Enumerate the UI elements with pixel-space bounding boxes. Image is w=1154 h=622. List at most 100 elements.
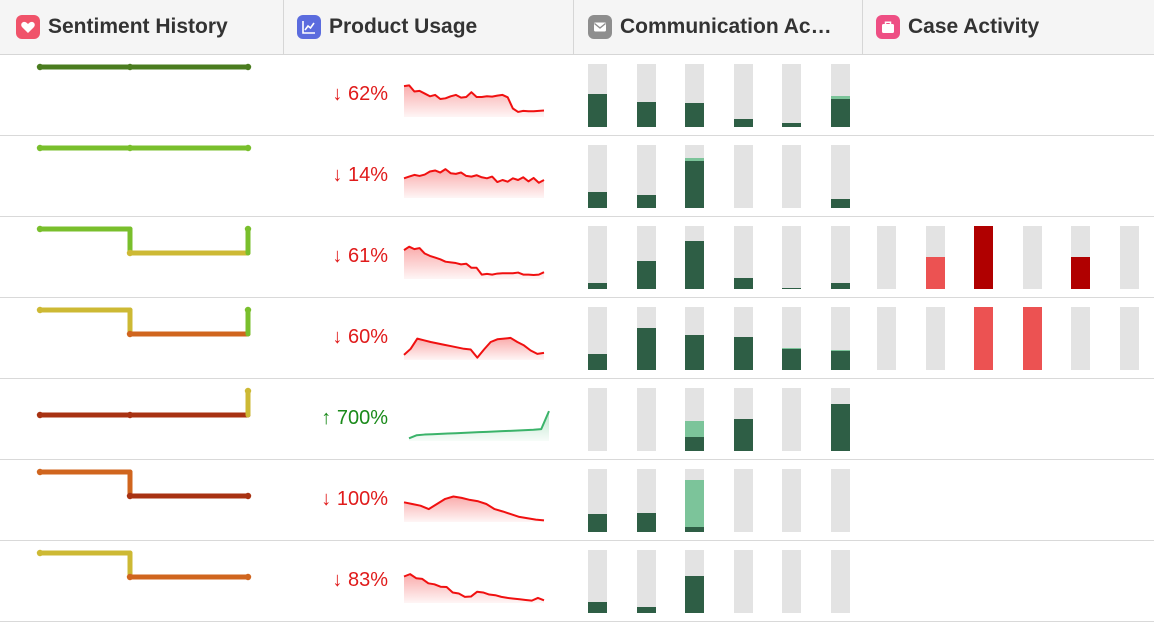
column-header-communication-activity[interactable]: Communication Ac… — [574, 0, 863, 54]
communication-bar[interactable] — [636, 388, 656, 451]
communication-bar[interactable] — [830, 550, 850, 613]
table-row[interactable]: ↑ 700% — [0, 379, 1154, 460]
communication-bar-light-segment — [782, 348, 801, 349]
sentiment-point — [36, 225, 44, 233]
sentiment-point — [36, 549, 44, 557]
sentiment-point — [126, 411, 134, 419]
sentiment-history-sparkline — [36, 225, 252, 257]
column-header-label: Sentiment History — [48, 15, 228, 38]
product-usage-sparkline — [403, 573, 545, 603]
usage-line — [403, 495, 545, 522]
table-row[interactable]: ↓ 14% — [0, 136, 1154, 217]
communication-bar[interactable] — [733, 388, 753, 451]
communication-bar[interactable] — [685, 307, 704, 370]
case-activity-bar[interactable] — [974, 226, 993, 289]
case-activity-bar[interactable] — [877, 307, 896, 370]
case-activity-bar-fill — [1071, 257, 1090, 289]
communication-bar[interactable] — [685, 64, 704, 127]
communication-bar[interactable] — [782, 64, 801, 127]
communication-bar[interactable] — [733, 145, 753, 208]
sentiment-history-sparkline — [36, 387, 252, 419]
communication-bar[interactable] — [782, 550, 801, 613]
communication-bar[interactable] — [733, 550, 753, 613]
communication-bar[interactable] — [782, 145, 801, 208]
communication-bar-dark-segment — [685, 576, 704, 613]
communication-bar[interactable] — [636, 64, 656, 127]
communication-bar[interactable] — [782, 388, 801, 451]
communication-bar[interactable] — [588, 145, 607, 208]
sentiment-history-sparkline — [36, 144, 252, 152]
communication-bar[interactable] — [636, 550, 656, 613]
communication-bar[interactable] — [830, 469, 850, 532]
case-activity-bar[interactable] — [1119, 307, 1139, 370]
communication-bar-dark-segment — [636, 328, 656, 370]
communication-bar[interactable] — [588, 388, 607, 451]
case-activity-bar[interactable] — [1022, 307, 1042, 370]
communication-bar[interactable] — [636, 226, 656, 289]
communication-bar[interactable] — [685, 550, 704, 613]
case-activity-bar[interactable] — [1071, 307, 1090, 370]
sentiment-point — [36, 144, 44, 152]
communication-bar[interactable] — [588, 307, 607, 370]
case-activity-bar[interactable] — [1119, 226, 1139, 289]
communication-bar[interactable] — [685, 145, 704, 208]
communication-bar-dark-segment — [733, 419, 753, 451]
communication-bar[interactable] — [782, 226, 801, 289]
communication-bar[interactable] — [588, 226, 607, 289]
communication-bar[interactable] — [830, 226, 850, 289]
usage-area — [404, 246, 544, 279]
case-activity-bar[interactable] — [925, 307, 945, 370]
product-usage-sparkline — [403, 84, 545, 117]
communication-bar[interactable] — [685, 226, 704, 289]
communication-bar-dark-segment — [636, 195, 656, 208]
table-row[interactable]: ↓ 100% — [0, 460, 1154, 541]
case-activity-bar[interactable] — [1022, 226, 1042, 289]
communication-bar[interactable] — [830, 64, 850, 127]
sentiment-point — [244, 387, 252, 395]
sentiment-point — [126, 63, 134, 71]
communication-bar[interactable] — [685, 388, 704, 451]
column-header-sentiment-history[interactable]: Sentiment History — [0, 0, 284, 54]
communication-bar[interactable] — [636, 469, 656, 532]
usage-line — [408, 410, 550, 440]
case-activity-bar-fill — [974, 226, 993, 289]
table-row[interactable]: ↓ 60% — [0, 298, 1154, 379]
column-header-case-activity[interactable]: Case Activity — [863, 0, 1154, 54]
case-activity-bar[interactable] — [1071, 226, 1090, 289]
communication-bar[interactable] — [588, 469, 607, 532]
communication-bar[interactable] — [830, 388, 850, 451]
case-activity-bar-fill — [1022, 307, 1042, 370]
table-row[interactable]: ↓ 61% — [0, 217, 1154, 298]
usage-change-value: ↓ 62% — [332, 83, 388, 105]
usage-area — [409, 411, 549, 441]
communication-bar[interactable] — [685, 469, 704, 532]
communication-bar[interactable] — [636, 145, 656, 208]
communication-bar-dark-segment — [588, 602, 607, 613]
communication-bar[interactable] — [733, 226, 753, 289]
communication-bar[interactable] — [830, 307, 850, 370]
case-activity-bar[interactable] — [877, 226, 896, 289]
product-usage-sparkline — [403, 245, 545, 279]
column-header-product-usage[interactable]: Product Usage — [284, 0, 574, 54]
communication-bar[interactable] — [782, 307, 801, 370]
communication-bar-light-segment — [685, 421, 704, 437]
communication-bar[interactable] — [588, 64, 607, 127]
product-usage-sparkline — [408, 410, 550, 441]
case-activity-bar-fill — [925, 257, 945, 289]
usage-area — [404, 337, 544, 360]
case-activity-bar[interactable] — [925, 226, 945, 289]
communication-bar-dark-segment — [685, 241, 704, 289]
communication-bar[interactable] — [733, 307, 753, 370]
communication-bar[interactable] — [636, 307, 656, 370]
table-row[interactable]: ↓ 83% — [0, 541, 1154, 622]
communication-bar-dark-segment — [588, 354, 607, 370]
communication-bar[interactable] — [733, 469, 753, 532]
communication-bar-light-segment — [830, 96, 850, 99]
usage-change-value: ↓ 61% — [332, 245, 388, 267]
communication-bar[interactable] — [733, 64, 753, 127]
communication-bar[interactable] — [782, 469, 801, 532]
communication-bar[interactable] — [588, 550, 607, 613]
case-activity-bar[interactable] — [974, 307, 993, 370]
table-row[interactable]: ↓ 62% — [0, 55, 1154, 136]
communication-bar[interactable] — [830, 145, 850, 208]
